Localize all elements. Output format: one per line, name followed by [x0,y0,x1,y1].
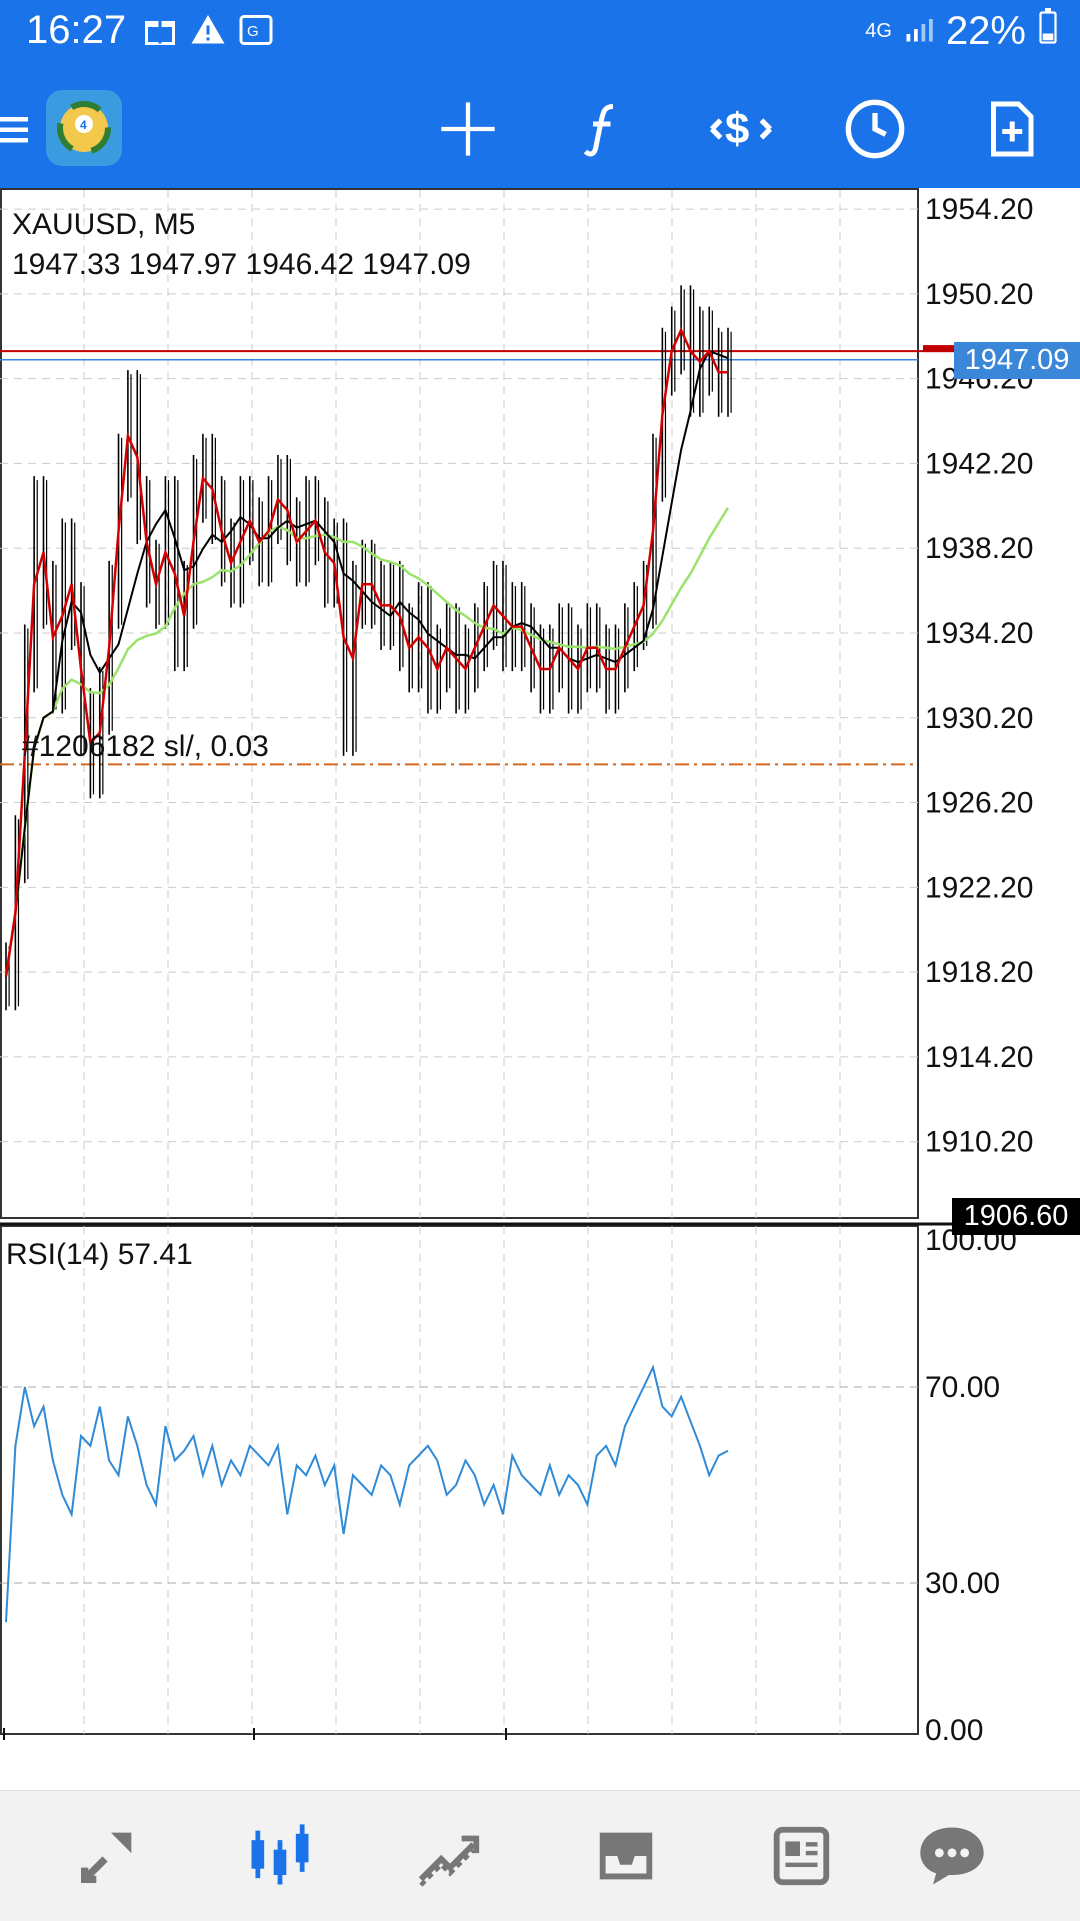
function-icon[interactable] [560,86,646,172]
separator-price-tag: 1906.60 [952,1198,1080,1235]
price-axis-label: 1930.20 [925,702,1033,735]
order-label: #1206182 sl/, 0.03 [22,730,269,763]
battery-level: 22% [945,8,1026,53]
price-axis-label: 1950.20 [925,278,1033,311]
price-axis-label: 1910.20 [925,1126,1033,1159]
svg-text:$: $ [725,105,749,154]
symbol-label: XAUUSD, M5 [12,208,196,241]
status-time: 16:27 [26,8,127,52]
rsi-axis-label: 30.00 [925,1567,1000,1600]
price-axis-label: 1942.20 [925,447,1033,480]
svg-text:4: 4 [80,118,87,132]
battery-icon [1038,8,1058,54]
ma-long-line [4,507,730,977]
rsi-line [5,1364,729,1623]
chart-area[interactable]: 1954.20 1950.20 1946.20 1942.20 1938.20 1934.… [0,188,1080,1748]
translate-icon: G [238,12,274,56]
news-icon[interactable] [750,1813,850,1899]
network-type: 4G [865,19,892,42]
menu-icon[interactable] [0,86,36,172]
gift-icon [142,12,178,56]
ma-fast-line [4,326,728,977]
ma-slow-line [5,349,729,977]
bottom-navigation [0,1790,1080,1921]
status-bar: 16:27 G 4G 22% [0,0,1080,66]
quotes-icon[interactable] [58,1813,158,1899]
signal-icon [904,9,934,54]
price-axis-label: 1926.20 [925,787,1033,820]
chart-toolbar: 4 $ [0,66,1080,188]
price-axis-label: 1934.20 [925,617,1033,650]
price-axis-label: 1938.20 [925,532,1033,565]
trade-nav-icon[interactable] [400,1813,500,1899]
chart-icon[interactable] [230,1813,330,1899]
crosshair-icon[interactable] [425,86,511,172]
price-axis-label: 1954.20 [925,193,1033,226]
chat-icon[interactable] [902,1813,1002,1899]
trade-icon[interactable]: $ [698,86,784,172]
history-icon[interactable] [576,1813,676,1899]
svg-text:G: G [247,23,259,40]
price-axis-label: 1918.20 [925,956,1033,989]
rsi-pane-border [0,1225,919,1735]
price-pane-border [0,188,919,1219]
rsi-label: RSI(14) 57.41 [6,1238,193,1271]
price-axis-label: 1914.20 [925,1041,1033,1074]
price-chart[interactable]: 1954.201950.201946.201942.201938.201934.… [0,188,1080,1748]
warning-icon [190,12,226,56]
rsi-axis-label: 70.00 [925,1371,1000,1404]
ohlc-label: 1947.33 1947.97 1946.42 1947.09 [12,248,471,281]
rsi-axis-label: 0.00 [925,1714,983,1747]
current-price-tag: 1947.09 [954,342,1080,379]
app-logo-icon[interactable]: 4 [42,86,126,170]
clock-icon[interactable] [832,86,918,172]
price-axis-label: 1922.20 [925,871,1033,904]
new-document-icon[interactable] [968,86,1054,172]
